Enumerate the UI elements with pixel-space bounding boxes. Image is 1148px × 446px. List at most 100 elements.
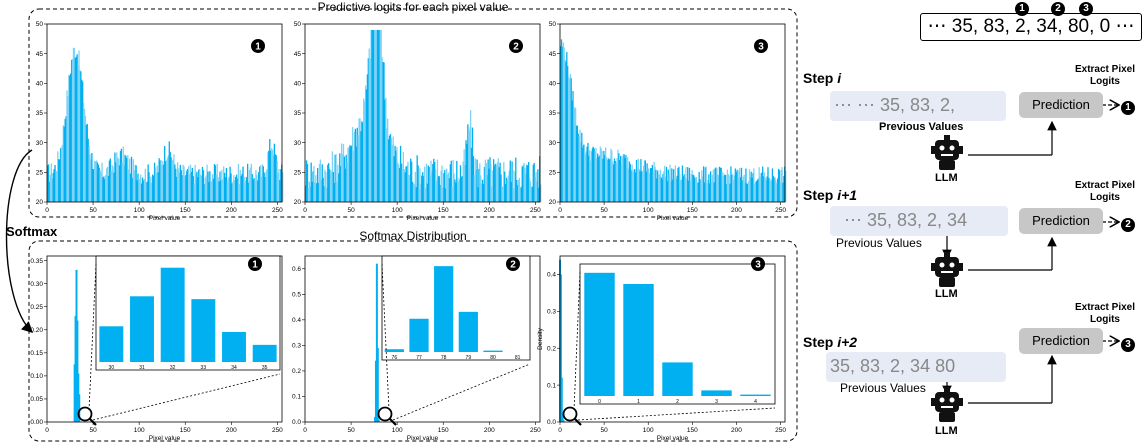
x-axis-label: Pixel value [407, 435, 439, 442]
logit-bar [609, 158, 611, 202]
logit-bar [614, 160, 616, 202]
x-tick-label: 150 [438, 207, 449, 214]
x-axis-label: Pixel value [407, 215, 439, 222]
logit-bar [766, 176, 768, 202]
logit-bar [518, 177, 521, 202]
logit-bar [686, 178, 688, 202]
logit-bar [490, 164, 492, 202]
logit-bar [120, 148, 123, 202]
previous-values-label-2: Previous Values [836, 236, 922, 250]
logit-bar [669, 164, 671, 202]
logit-bar [337, 164, 339, 202]
logit-bar [319, 159, 322, 202]
logit-bar [375, 29, 378, 202]
logit-bar [322, 177, 324, 202]
logit-bar [372, 29, 374, 202]
y-tick-label: 40 [36, 81, 44, 88]
softmax-spike [375, 263, 378, 422]
logit-bar [352, 127, 354, 202]
logit-bar [148, 172, 150, 202]
logit-bar [392, 136, 394, 202]
logit-bar [767, 167, 769, 202]
logit-bar [242, 166, 244, 202]
logit-bar [399, 145, 402, 202]
badge-circle [751, 257, 765, 271]
logit-bar [533, 162, 535, 202]
logit-bar [520, 186, 522, 202]
logit-bar [351, 145, 353, 202]
logit-bar [744, 182, 746, 202]
logit-bar [588, 155, 590, 202]
badge-label: 3 [758, 42, 764, 53]
y-tick-label: 30 [549, 140, 557, 147]
logit-bar [349, 145, 351, 202]
logit-bar [730, 166, 732, 202]
logit-bar [227, 178, 229, 202]
y-tick-label: 50 [294, 21, 302, 28]
sequence-box-1 [830, 91, 1006, 121]
logit-bar [606, 159, 609, 202]
logit-bar [622, 154, 624, 202]
logit-bar [523, 162, 525, 202]
logit-bar [379, 29, 381, 202]
logit-bar [316, 167, 319, 202]
inset-bar [384, 349, 404, 352]
y-tick-label: 0.0 [292, 419, 301, 426]
logit-bar [494, 163, 497, 202]
logit-bar [195, 173, 197, 202]
logit-bar [248, 170, 251, 202]
logit-bar [527, 165, 529, 202]
x-tick-label: 0 [303, 207, 307, 214]
logit-bar [132, 159, 135, 202]
logit-bar [260, 176, 263, 202]
logit-bar [326, 187, 328, 202]
softmax-label: Softmax [6, 224, 58, 239]
logit-bar [205, 175, 207, 202]
x-tick-label: 0 [303, 427, 307, 434]
logit-bar [237, 163, 240, 202]
zoom-connector [392, 363, 531, 421]
logit-bar [475, 170, 477, 202]
logit-bar [657, 170, 659, 202]
logit-bar [144, 168, 147, 202]
y-tick-label: 0.25 [30, 304, 43, 311]
inset-bar [222, 332, 246, 362]
y-tick-label: 0.4 [547, 272, 556, 279]
y-tick-label: 0.4 [292, 317, 301, 324]
logit-bar [763, 172, 766, 202]
logit-bar [654, 166, 656, 202]
logit-bar [726, 169, 729, 202]
x-axis-label: Pixel value [657, 435, 689, 442]
logit-bar [504, 171, 506, 202]
logit-bar [321, 164, 323, 202]
logit-bar [615, 162, 617, 202]
x-tick-label: 50 [347, 207, 355, 214]
logit-bar [375, 29, 377, 202]
logit-bar [644, 160, 646, 202]
logit-bar [186, 170, 188, 202]
logit-bar [604, 154, 606, 202]
logit-bar [160, 159, 162, 202]
logit-bar [330, 171, 333, 202]
logit-bar [305, 160, 308, 202]
logit-bar [434, 169, 437, 202]
logit-bar [456, 160, 458, 202]
x-tick-label: 250 [775, 427, 786, 434]
logit-bar [762, 166, 764, 202]
x-tick-label: 200 [226, 207, 237, 214]
x-tick-label: 150 [180, 427, 191, 434]
logit-bar [88, 145, 90, 202]
x-tick-label: 150 [438, 427, 449, 434]
logit-bar [170, 157, 172, 202]
logit-bar [121, 162, 123, 202]
logit-bar [501, 186, 503, 202]
logit-bar [446, 174, 449, 202]
logit-bar [269, 139, 271, 202]
inset-tick-label: 76 [392, 355, 398, 361]
logit-bar [69, 75, 71, 202]
logit-bar [560, 46, 562, 203]
logit-bar [713, 182, 715, 202]
x-axis-label: Pixel value [149, 215, 181, 222]
logit-bar [491, 186, 493, 202]
logit-bar [317, 182, 320, 202]
